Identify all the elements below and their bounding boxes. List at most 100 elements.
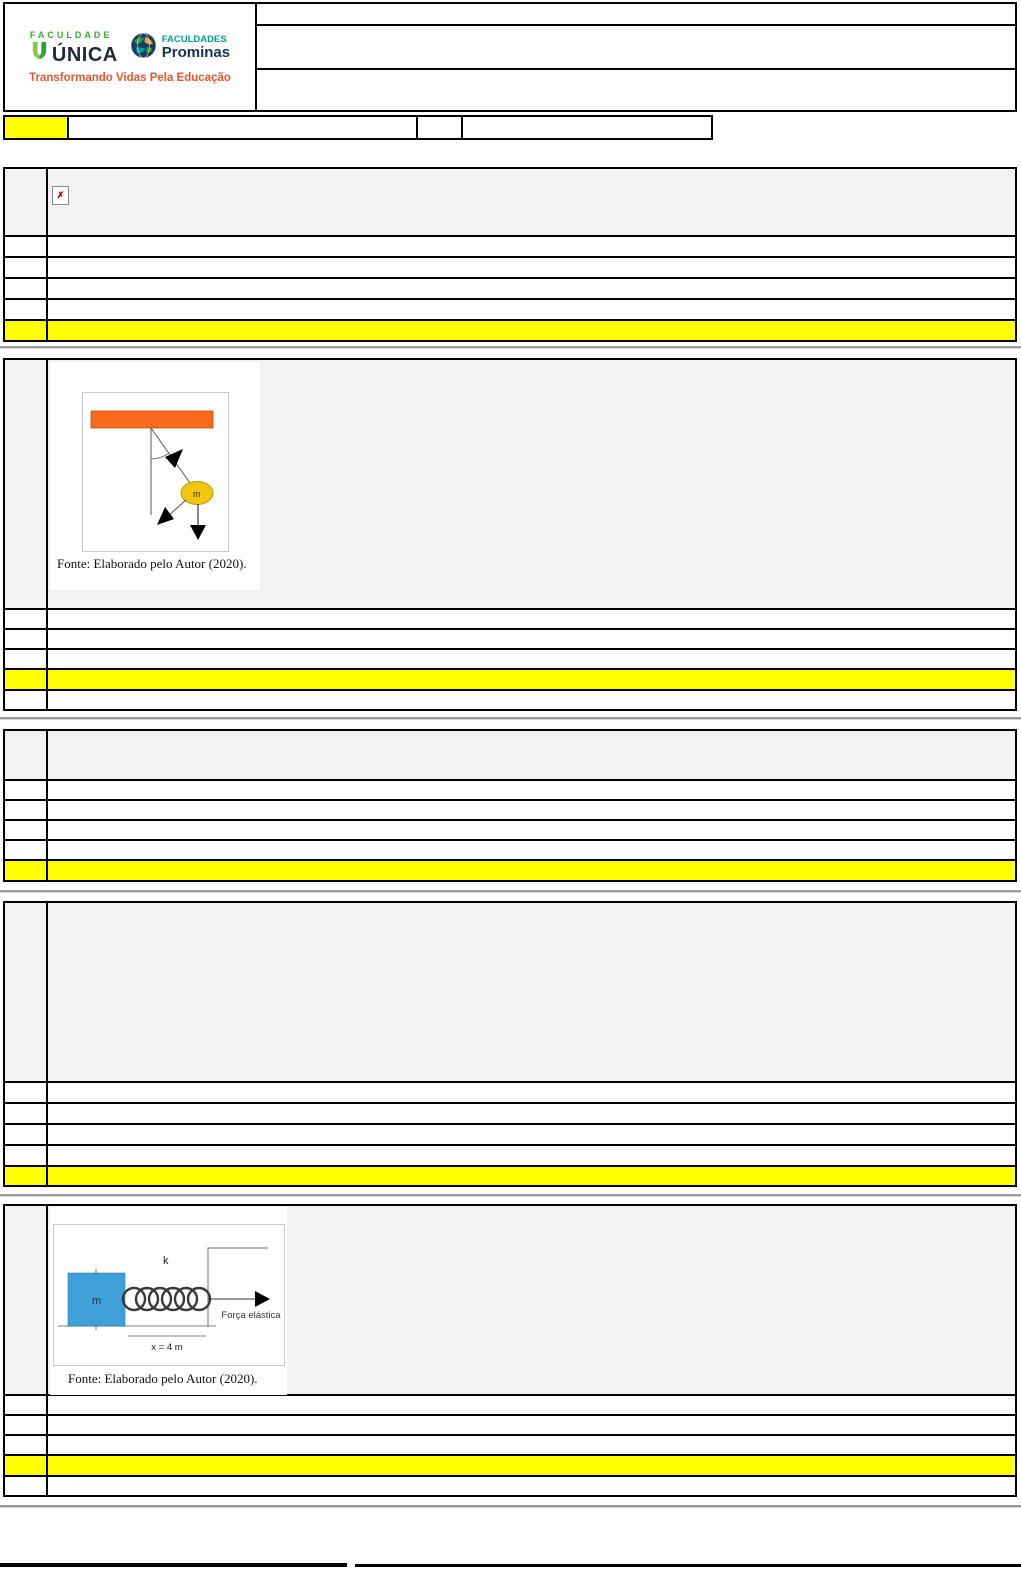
option-cell [48, 300, 1015, 319]
option-letter-cell [5, 1396, 48, 1414]
question-stem-cell [48, 903, 1015, 1081]
option-cell [48, 1396, 1015, 1414]
option-cell [48, 279, 1015, 298]
answer-row-highlight [48, 1167, 1015, 1185]
option-letter-cell [5, 691, 48, 709]
answer-letter-cell [5, 1167, 48, 1185]
question-stem-cell: m k Força elástica x = 4 m [48, 1206, 1015, 1395]
question-block-2: m Fonte: Elaborado pelo Autor (2020). [3, 358, 1017, 711]
info-cell-extra [463, 117, 711, 138]
section-divider [0, 346, 1021, 349]
pendulum-diagram: m [90, 410, 214, 540]
question-block-5: m k Força elástica x = 4 m [3, 1204, 1017, 1497]
option-letter-cell [5, 237, 48, 256]
globe-icon [130, 32, 157, 64]
info-cell-small [418, 117, 463, 138]
option-letter-cell [5, 821, 48, 839]
figure-caption: Fonte: Elaborado pelo Autor (2020). [57, 556, 247, 571]
prominas-word: Prominas [161, 43, 231, 61]
question-stem-cell: ✗ [48, 169, 1015, 235]
option-cell [48, 630, 1015, 648]
option-letter-cell [5, 801, 48, 819]
option-letter-cell [5, 630, 48, 648]
question-stem-cell [48, 731, 1015, 779]
question-number-cell [5, 903, 48, 1081]
unica-leaf-icon [30, 41, 49, 65]
pendulum-mass-label: m [193, 489, 201, 499]
faculdade-word: FACULDADE [29, 30, 113, 40]
option-cell [48, 610, 1015, 628]
option-letter-cell [5, 650, 48, 668]
info-row [3, 115, 713, 140]
option-cell [48, 1125, 1015, 1144]
header-row-3 [257, 70, 1015, 110]
logo-cell: FACULDADE ÚNICA [5, 4, 257, 110]
option-letter-cell [5, 1436, 48, 1454]
option-cell [48, 1083, 1015, 1102]
question-block-1: ✗ [3, 167, 1017, 342]
spring-coils [121, 1286, 212, 1312]
question-number-cell [5, 731, 48, 779]
logo-lockup: FACULDADE ÚNICA [30, 30, 230, 65]
pendulum-figure-frame: m [82, 392, 229, 552]
pendulum-figure: m Fonte: Elaborado pelo Autor (2020). [50, 362, 260, 590]
logo-tagline: Transformando Vidas Pela Educação [29, 72, 231, 84]
answer-row-highlight [48, 321, 1015, 340]
faculdades-word: FACULDADES [161, 33, 227, 45]
answer-row-highlight [48, 670, 1015, 689]
spring-mass-label: m [92, 1295, 101, 1307]
option-cell [48, 841, 1015, 859]
option-letter-cell [5, 279, 48, 298]
broken-image-icon: ✗ [52, 186, 69, 205]
option-cell [48, 801, 1015, 819]
prominas-logo: FACULDADES Prominas [130, 32, 230, 64]
unica-word: ÚNICA [51, 44, 118, 66]
option-cell [48, 1146, 1015, 1165]
option-letter-cell [5, 841, 48, 859]
unica-logo: FACULDADE ÚNICA [30, 30, 118, 65]
option-cell [48, 1436, 1015, 1454]
tension-arrowhead [165, 449, 183, 468]
question-stem-cell: m Fonte: Elaborado pelo Autor (2020). [48, 360, 1015, 608]
option-cell [48, 821, 1015, 839]
answer-letter-cell [5, 321, 48, 340]
info-cell-highlight [5, 117, 69, 138]
option-cell [48, 1104, 1015, 1123]
figure-caption: Fonte: Elaborado pelo Autor (2020). [68, 1371, 258, 1386]
option-letter-cell [5, 1125, 48, 1144]
answer-row-highlight [48, 861, 1015, 880]
question-block-3 [3, 729, 1017, 882]
spring-diagram: m k Força elástica x = 4 m [58, 1247, 281, 1353]
option-letter-cell [5, 1104, 48, 1123]
info-cell-name [69, 117, 418, 138]
spring-figure: m k Força elástica x = 4 m [50, 1207, 287, 1395]
question-number-cell [5, 169, 48, 235]
option-cell [48, 691, 1015, 709]
option-letter-cell [5, 1083, 48, 1102]
section-divider [0, 1505, 1021, 1508]
option-letter-cell [5, 610, 48, 628]
question-block-4 [3, 901, 1017, 1187]
spring-constant-label: k [163, 1255, 169, 1267]
force-arrowhead [255, 1291, 270, 1307]
weight-arrowhead [190, 525, 206, 540]
option-cell [48, 237, 1015, 256]
next-table-border-left [0, 1563, 347, 1567]
answer-letter-cell [5, 670, 48, 689]
option-letter-cell [5, 1416, 48, 1434]
option-cell [48, 1416, 1015, 1434]
answer-letter-cell [5, 861, 48, 880]
spring-figure-frame: m k Força elástica x = 4 m [53, 1224, 285, 1366]
letterhead-table: FACULDADE ÚNICA [3, 2, 1017, 112]
question-number-cell [5, 1206, 48, 1394]
force-label: Força elástica [221, 1310, 281, 1321]
option-letter-cell [5, 300, 48, 319]
restoring-arrowhead [157, 507, 174, 525]
answer-row-highlight [48, 1456, 1015, 1475]
option-cell [48, 781, 1015, 799]
option-letter-cell [5, 781, 48, 799]
next-table-border-right [355, 1564, 1021, 1567]
question-number-cell [5, 360, 48, 608]
displacement-label: x = 4 m [151, 1342, 182, 1353]
